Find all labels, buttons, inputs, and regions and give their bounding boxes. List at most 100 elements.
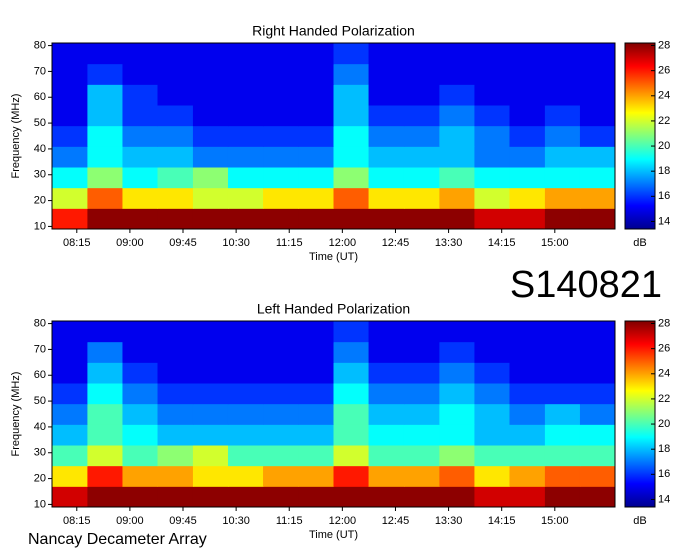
heatmap-cell (333, 146, 370, 168)
heatmap-cell (52, 486, 88, 508)
heatmap-cell (52, 146, 88, 168)
heatmap-cell (439, 362, 475, 384)
heatmap-cell (227, 465, 264, 487)
heatmap-cell (509, 383, 546, 405)
panel-title: Left Handed Polarization (257, 301, 410, 317)
heatmap-cell (403, 321, 440, 343)
heatmap-cell (544, 424, 581, 446)
heatmap-cell (263, 167, 299, 189)
heatmap-cell (192, 105, 229, 127)
heatmap-cell (227, 445, 264, 467)
heatmap-cell (263, 465, 299, 487)
heatmap-cell (122, 187, 159, 209)
x-tick-label: 15:00 (541, 515, 569, 527)
heatmap-cell (439, 187, 475, 209)
heatmap-cell (52, 105, 88, 127)
heatmap-cell (579, 403, 616, 425)
heatmap-cell (227, 105, 264, 127)
heatmap-cell (298, 208, 334, 230)
heatmap-cell (192, 341, 229, 363)
heatmap-cell (157, 341, 194, 363)
heatmap-cell (227, 362, 264, 384)
heatmap-cell (227, 146, 264, 168)
heatmap (52, 43, 616, 230)
colorbar-tick-label: 14 (658, 493, 670, 505)
heatmap-cell (157, 167, 194, 189)
heatmap-cell (509, 403, 546, 425)
heatmap-cell (509, 341, 546, 363)
heatmap-cell (263, 187, 299, 209)
x-tick-label: 09:00 (116, 237, 144, 249)
heatmap-cell (192, 383, 229, 405)
heatmap-cell (368, 125, 405, 147)
y-tick-label: 40 (34, 421, 46, 433)
heatmap-cell (263, 208, 299, 230)
y-tick-label: 70 (34, 343, 46, 355)
heatmap-cell (509, 445, 546, 467)
heatmap-cell (403, 403, 440, 425)
y-tick-label: 80 (34, 317, 46, 329)
heatmap-cell (298, 63, 334, 85)
heatmap-cell (579, 187, 616, 209)
heatmap-cell (368, 424, 405, 446)
y-tick-label: 30 (34, 169, 46, 181)
heatmap-cell (52, 321, 88, 343)
heatmap-cell (192, 84, 229, 106)
heatmap-cell (87, 187, 123, 209)
heatmap-cell (509, 43, 546, 65)
heatmap-cell (192, 63, 229, 85)
x-tick-label: 12:00 (329, 237, 357, 249)
heatmap-cell (87, 465, 123, 487)
heatmap-cell (509, 146, 546, 168)
colorbar-tick-label: 16 (658, 190, 670, 202)
heatmap-cell (439, 63, 475, 85)
heatmap-cell (298, 486, 334, 508)
heatmap-cell (227, 424, 264, 446)
heatmap-cell (474, 321, 510, 343)
heatmap-cell (544, 146, 581, 168)
heatmap-cell (263, 424, 299, 446)
heatmap-cell (157, 362, 194, 384)
heatmap-cell (579, 84, 616, 106)
heatmap-cell (403, 105, 440, 127)
heatmap-cell (298, 445, 334, 467)
heatmap-cell (227, 63, 264, 85)
heatmap-cell (544, 486, 581, 508)
heatmap-cell (227, 383, 264, 405)
colorbar-tick-label: 18 (658, 165, 670, 177)
colorbar-tick-label: 14 (658, 215, 670, 227)
heatmap-cell (157, 486, 194, 508)
heatmap-cell (263, 84, 299, 106)
heatmap-cell (544, 43, 581, 65)
heatmap-cell (52, 84, 88, 106)
heatmap-cell (263, 362, 299, 384)
heatmap-cell (544, 84, 581, 106)
heatmap-cell (52, 445, 88, 467)
colorbar-tick-label: 22 (658, 115, 670, 127)
y-axis-title: Frequency (MHz) (10, 94, 22, 179)
heatmap-cell (474, 424, 510, 446)
heatmap-cell (368, 146, 405, 168)
heatmap-cell (192, 146, 229, 168)
heatmap-cell (122, 125, 159, 147)
heatmap-cell (122, 321, 159, 343)
heatmap-cell (579, 321, 616, 343)
heatmap-cell (298, 362, 334, 384)
heatmap-cell (87, 167, 123, 189)
heatmap-cell (192, 424, 229, 446)
heatmap-cell (474, 125, 510, 147)
colorbar-tick-label: 26 (658, 343, 670, 355)
x-tick-label: 14:15 (488, 237, 516, 249)
heatmap-cell (544, 167, 581, 189)
heatmap-cell (474, 341, 510, 363)
heatmap-cell (509, 208, 546, 230)
y-tick-label: 10 (34, 220, 46, 232)
heatmap-cell (122, 465, 159, 487)
heatmap-cell (579, 125, 616, 147)
heatmap-cell (333, 167, 370, 189)
heatmap-cell (544, 465, 581, 487)
heatmap-cell (263, 403, 299, 425)
x-axis-title: Time (UT) (309, 251, 358, 263)
heatmap-cell (333, 445, 370, 467)
heatmap-cell (52, 362, 88, 384)
